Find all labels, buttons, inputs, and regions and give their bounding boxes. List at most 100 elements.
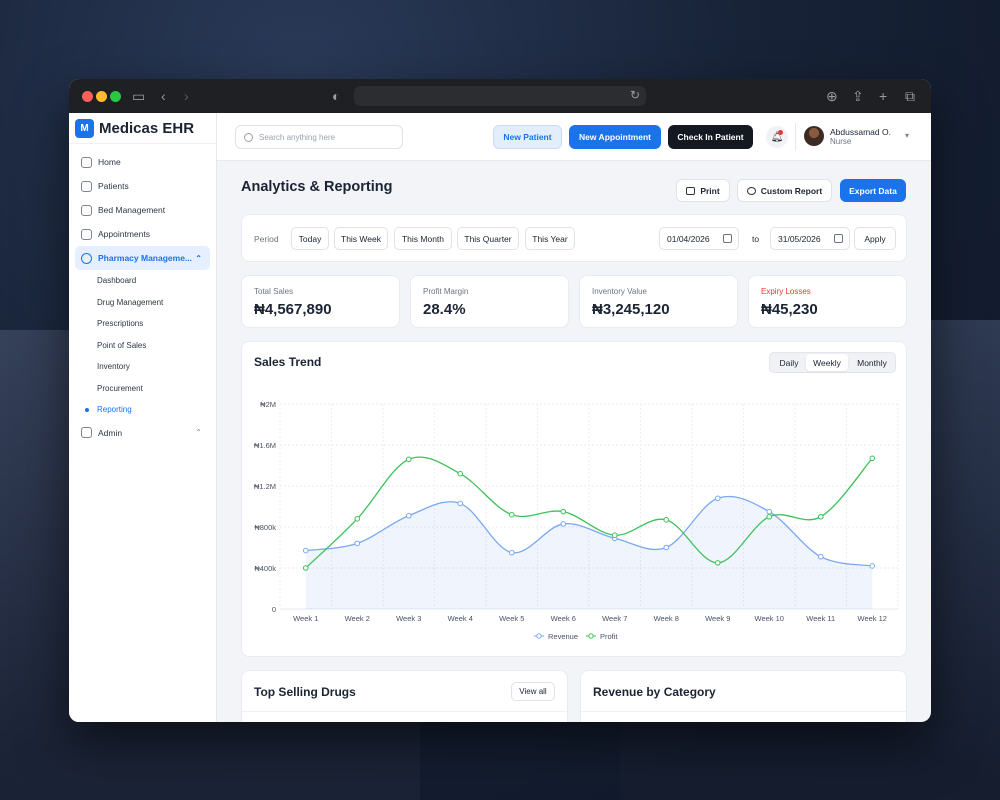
sidebar-item-home[interactable]: Home [75, 150, 210, 174]
revenue-point [560, 521, 567, 527]
shield-icon[interactable]: ◐ [332, 88, 341, 104]
browser-titlebar: ▭ ‹ › ◐ ↻ ⊕ ⇪ + ⧉ [69, 79, 931, 113]
admin-icon [81, 427, 92, 438]
new-appointment-button[interactable]: New Appointment [569, 125, 661, 149]
notification-bell-icon[interactable]: 🔔︎ [766, 126, 788, 148]
period-filter-bar: Period Today This Week This Month This Q… [241, 214, 907, 262]
submenu-item-inventory[interactable]: Inventory [97, 362, 130, 372]
x-tick-label: Week 4 [448, 614, 473, 623]
home-icon [81, 156, 92, 168]
top-selling-drugs-card: Top Selling Drugs View all [241, 670, 568, 722]
sidebar-item-admin[interactable]: Admin ⌃ [75, 421, 210, 445]
submenu-item-drug-management[interactable]: Drug Management [97, 297, 164, 307]
profit-point [508, 511, 515, 518]
app-root: M Medicas EHR Home Patients Bed Manageme… [69, 113, 931, 722]
main-content: Analytics & Reporting Print Custom Repor… [217, 161, 931, 722]
view-all-button[interactable]: View all [511, 682, 555, 701]
sales-trend-chart: 0 ₦400k ₦800k ₦1.2M ₦1.6M ₦2M Week 1 Week 2 Week… [254, 400, 899, 641]
sidebar-nav: Home Patients Bed Management Appointment… [69, 144, 216, 445]
profit-point [457, 470, 464, 477]
period-this-quarter-button[interactable]: This Quarter [457, 227, 519, 250]
sidebar-item-bed-management[interactable]: Bed Management [75, 198, 210, 222]
submenu-item-reporting[interactable]: Reporting [85, 399, 216, 421]
apply-button[interactable]: Apply [854, 227, 896, 250]
brand-logo-icon: M [75, 118, 94, 138]
stat-value: ₦45,230 [761, 301, 818, 318]
export-data-button[interactable]: Export Data [840, 179, 906, 202]
date-to-field[interactable]: 31/05/2026 [770, 227, 850, 250]
user-role: Nurse [830, 137, 852, 146]
divider [795, 123, 796, 151]
page-title: Analytics & Reporting [241, 179, 393, 195]
profit-point [663, 517, 670, 523]
brand-name: Medicas EHR [99, 119, 195, 137]
legend-label: Profit [600, 632, 618, 641]
submenu-item-point-of-sales[interactable]: Point of Sales [97, 340, 147, 350]
maximize-window-button[interactable] [110, 91, 121, 102]
x-tick-label: Week 3 [396, 614, 421, 623]
share-icon[interactable]: ⇪ [852, 88, 864, 104]
custom-report-label: Custom Report [760, 185, 823, 196]
active-dot-icon [85, 408, 89, 412]
browser-window: ▭ ‹ › ◐ ↻ ⊕ ⇪ + ⧉ M Medicas EHR Home P [69, 79, 931, 722]
granularity-toggle: Daily Weekly Monthly [769, 352, 896, 373]
y-tick-label: ₦1.6M [254, 441, 276, 450]
x-tick-label: Week 10 [755, 614, 784, 623]
period-today-button[interactable]: Today [291, 227, 329, 250]
sidebar-item-patients[interactable]: Patients [75, 174, 210, 198]
revenue-point [354, 540, 361, 547]
y-tick-label: ₦400k [254, 564, 276, 573]
stat-card-expiry-losses: Expiry Losses ₦45,230 [748, 275, 907, 328]
revenue-point [663, 544, 670, 551]
reload-icon[interactable]: ↻ [629, 88, 640, 102]
print-button[interactable]: Print [676, 179, 730, 202]
tab-overview-icon[interactable]: ⧉ [905, 88, 915, 104]
forward-icon[interactable]: › [184, 88, 189, 104]
back-icon[interactable]: ‹ [161, 88, 166, 104]
profit-point [611, 532, 618, 538]
sidebar-item-pharmacy-management[interactable]: Pharmacy Manageme... ⌃ [75, 246, 210, 270]
profit-point [302, 565, 309, 571]
sidebar-toggle-icon[interactable]: ▭ [132, 88, 146, 104]
topbar: Search anything here New Patient New App… [217, 113, 931, 161]
user-name: Abdussamad O. [830, 127, 891, 137]
toggle-weekly[interactable]: Weekly [806, 354, 848, 371]
check-in-patient-button[interactable]: Check In Patient [668, 125, 753, 149]
minimize-window-button[interactable] [96, 91, 107, 102]
notification-badge [778, 130, 783, 135]
profit-point [766, 513, 773, 520]
custom-report-button[interactable]: Custom Report [737, 179, 832, 202]
search-icon [244, 132, 253, 142]
toggle-daily[interactable]: Daily [779, 357, 799, 368]
date-from-field[interactable]: 01/04/2026 [659, 227, 739, 250]
submenu-item-dashboard[interactable]: Dashboard [97, 276, 137, 286]
x-tick-label: Week 2 [345, 614, 370, 623]
chevron-down-icon[interactable]: ▾ [905, 131, 910, 140]
revenue-point [766, 508, 773, 515]
bed-icon [81, 204, 92, 216]
submenu-item-prescriptions[interactable]: Prescriptions [97, 319, 144, 329]
stat-card-inventory-value: Inventory Value ₦3,245,120 [579, 275, 738, 328]
new-tab-icon[interactable]: + [879, 88, 888, 104]
download-icon[interactable]: ⊕ [826, 88, 838, 104]
submenu-item-label: Reporting [97, 405, 132, 415]
revenue-by-category-card: Revenue by Category [580, 670, 907, 722]
close-window-button[interactable] [82, 91, 93, 102]
period-this-year-button[interactable]: This Year [525, 227, 575, 250]
chevron-up-icon: ⌃ [195, 428, 202, 437]
new-patient-button[interactable]: New Patient [493, 125, 562, 149]
address-bar[interactable]: ↻ [354, 86, 646, 106]
y-tick-label: ₦1.2M [254, 482, 276, 491]
period-this-month-button[interactable]: This Month [394, 227, 452, 250]
period-label: Period [254, 234, 279, 244]
period-this-week-button[interactable]: This Week [334, 227, 388, 250]
revenue-point [405, 512, 412, 519]
x-tick-label: Week 6 [551, 614, 576, 623]
sidebar-item-label: Pharmacy Manageme... [98, 253, 193, 263]
sidebar-item-appointments[interactable]: Appointments [75, 222, 210, 246]
toggle-monthly[interactable]: Monthly [857, 357, 887, 368]
submenu-item-procurement[interactable]: Procurement [97, 383, 143, 393]
avatar[interactable] [804, 126, 824, 146]
search-input[interactable]: Search anything here [235, 125, 403, 149]
revenue-point [457, 500, 464, 507]
